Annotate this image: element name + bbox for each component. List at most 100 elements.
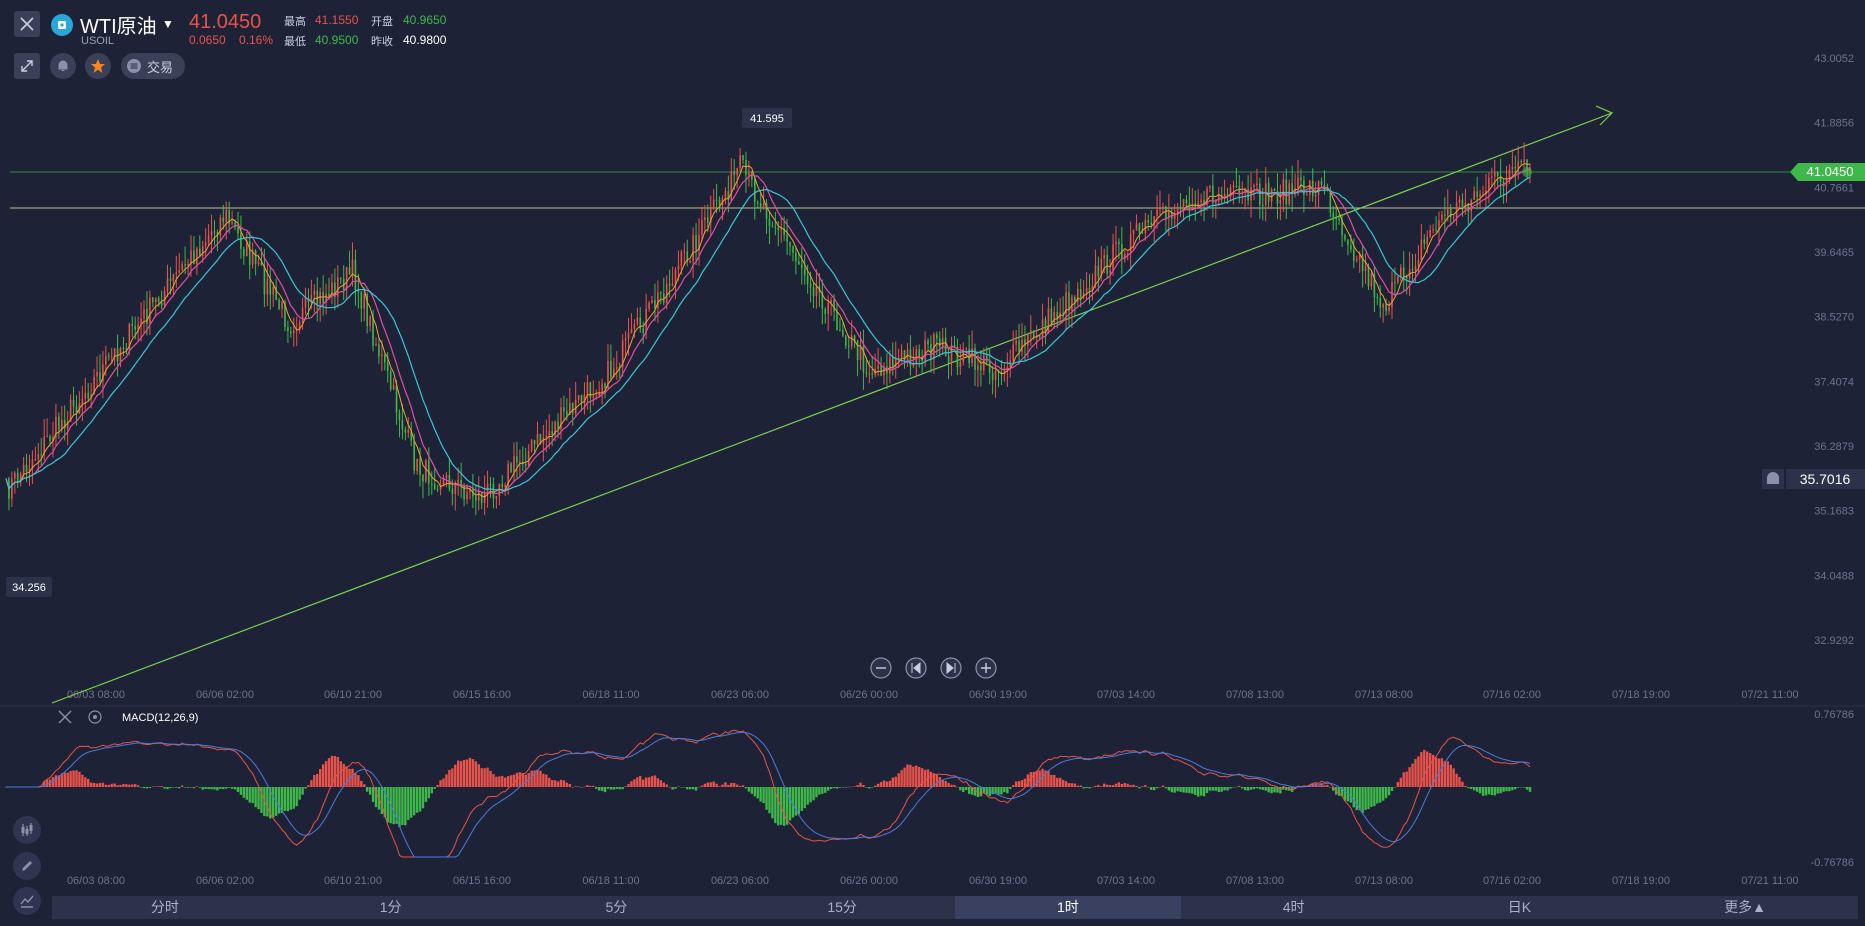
candle-body: [248, 241, 251, 265]
candle-body: [34, 459, 37, 461]
candle-body: [530, 440, 533, 451]
tab-1hour[interactable]: 1时: [955, 896, 1181, 919]
macd-bar: [1499, 787, 1502, 794]
macd-bar: [891, 777, 894, 787]
macd-bar: [374, 787, 378, 808]
macd-bar: [1405, 771, 1408, 787]
macd-bar: [122, 783, 125, 787]
macd-bar: [603, 787, 607, 793]
price-change: 0.0650: [189, 33, 226, 47]
candle-body: [736, 167, 738, 176]
tab-fenshi[interactable]: 分时: [150, 899, 179, 915]
candle-type-button[interactable]: [13, 816, 41, 844]
macd-bar: [1164, 787, 1168, 789]
candle-body: [1032, 330, 1035, 338]
candle-body: [639, 317, 642, 329]
macd-bar: [765, 787, 768, 810]
tab-daily[interactable]: 日K: [1507, 899, 1532, 915]
indicator-button[interactable]: [13, 887, 41, 915]
macd-bar: [756, 787, 759, 799]
candle-body: [586, 382, 589, 395]
macd-bar: [360, 780, 363, 787]
collapse-button[interactable]: [14, 53, 40, 79]
macd-dea-line: [6, 731, 1531, 858]
candle-body: [1165, 206, 1167, 219]
macd-bar: [1132, 784, 1135, 787]
candle-body: [745, 159, 747, 176]
tab-15min[interactable]: 15分: [827, 899, 857, 915]
alert-button[interactable]: [50, 53, 76, 79]
macd-bar: [1138, 787, 1141, 789]
macd-bar: [973, 787, 977, 796]
instrument-title[interactable]: WTI原油: [80, 16, 157, 38]
macd-bar: [357, 775, 360, 787]
close-button[interactable]: [14, 11, 40, 37]
skip-forward-icon[interactable]: [940, 657, 962, 679]
candle-body: [1479, 194, 1481, 197]
macd-bar: [812, 787, 815, 801]
candle-body: [107, 356, 110, 358]
macd-bar: [445, 774, 448, 787]
macd-bar: [970, 787, 974, 795]
tab-more[interactable]: 更多▲: [1724, 899, 1767, 915]
macd-bar: [131, 784, 134, 787]
skip-back-icon[interactable]: [905, 657, 927, 679]
x-tick-label: 07/18 19:00: [1612, 689, 1670, 701]
macd-bar: [1440, 758, 1444, 787]
favorite-button[interactable]: [85, 53, 111, 79]
candle-body: [762, 203, 765, 208]
macd-bar: [54, 775, 58, 787]
macd-bar: [1152, 787, 1156, 791]
macd-bar: [1434, 757, 1438, 787]
trade-button[interactable]: 交易: [121, 53, 185, 79]
macd-bar: [1185, 787, 1188, 793]
macd-bar: [304, 787, 307, 789]
macd-bar: [1276, 787, 1279, 793]
macd-bar: [615, 787, 618, 789]
macd-bar: [260, 787, 263, 813]
macd-bar: [862, 784, 865, 787]
last-price-dot: [1522, 167, 1532, 177]
macd-bar: [982, 787, 986, 794]
candle-body: [1056, 311, 1059, 319]
zoom-out-icon[interactable]: [870, 657, 892, 679]
macd-bar: [1014, 781, 1018, 787]
candle-body: [1138, 223, 1141, 233]
macd-bar: [1361, 787, 1364, 813]
plus-glyph: [981, 663, 991, 673]
macd-bar: [903, 767, 906, 787]
zoom-in-icon[interactable]: [975, 657, 997, 679]
macd-bar: [1458, 777, 1461, 787]
candle-body: [1441, 214, 1443, 221]
macd-bar: [639, 776, 642, 787]
macd-bar: [1120, 784, 1124, 787]
tab-1min[interactable]: 1分: [379, 899, 402, 915]
macd-y-tick-label: 0.76786: [1814, 709, 1854, 721]
macd-bar: [69, 770, 72, 787]
macd-bar: [1238, 785, 1241, 787]
candle-body: [1420, 239, 1423, 260]
candle-body: [524, 464, 527, 466]
draw-tool-button[interactable]: [13, 852, 41, 880]
candle-body: [486, 483, 489, 493]
candle-body: [522, 461, 524, 465]
macd-bar: [1484, 787, 1488, 796]
candle-body: [953, 344, 956, 347]
candle-body: [1123, 253, 1126, 259]
macd-bar: [1235, 786, 1238, 788]
macd-bar: [609, 787, 613, 790]
macd-bar: [1249, 787, 1253, 790]
macd-bar: [938, 776, 941, 787]
macd-bar: [1373, 787, 1376, 807]
candle-body: [99, 371, 101, 382]
tab-4hour[interactable]: 4时: [1282, 899, 1305, 915]
macd-bar: [371, 787, 375, 802]
tab-5min[interactable]: 5分: [605, 899, 628, 915]
candle-body: [137, 324, 139, 330]
macd-bar: [630, 781, 633, 787]
candle-body: [1526, 159, 1528, 171]
chevron-down-icon[interactable]: ▼: [162, 17, 174, 31]
macd-bar: [553, 780, 557, 787]
macd-bar: [154, 786, 157, 787]
